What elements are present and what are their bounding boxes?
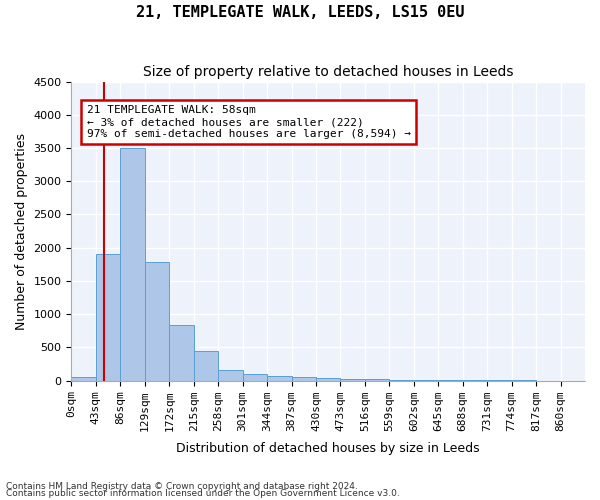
Bar bbox=[267, 376, 292, 380]
Text: 21, TEMPLEGATE WALK, LEEDS, LS15 0EU: 21, TEMPLEGATE WALK, LEEDS, LS15 0EU bbox=[136, 5, 464, 20]
Bar bbox=[218, 370, 242, 380]
Text: 21 TEMPLEGATE WALK: 58sqm
← 3% of detached houses are smaller (222)
97% of semi-: 21 TEMPLEGATE WALK: 58sqm ← 3% of detach… bbox=[87, 106, 411, 138]
Bar bbox=[194, 351, 218, 380]
Bar bbox=[340, 378, 365, 380]
Bar bbox=[121, 148, 145, 380]
Bar bbox=[242, 374, 267, 380]
Bar bbox=[169, 325, 194, 380]
Bar bbox=[292, 377, 316, 380]
Bar bbox=[316, 378, 340, 380]
Text: Contains public sector information licensed under the Open Government Licence v3: Contains public sector information licen… bbox=[6, 490, 400, 498]
Y-axis label: Number of detached properties: Number of detached properties bbox=[15, 132, 28, 330]
Text: Contains HM Land Registry data © Crown copyright and database right 2024.: Contains HM Land Registry data © Crown c… bbox=[6, 482, 358, 491]
Title: Size of property relative to detached houses in Leeds: Size of property relative to detached ho… bbox=[143, 65, 514, 79]
Bar bbox=[96, 254, 121, 380]
X-axis label: Distribution of detached houses by size in Leeds: Distribution of detached houses by size … bbox=[176, 442, 480, 455]
Bar bbox=[71, 378, 96, 380]
Bar bbox=[145, 262, 169, 380]
